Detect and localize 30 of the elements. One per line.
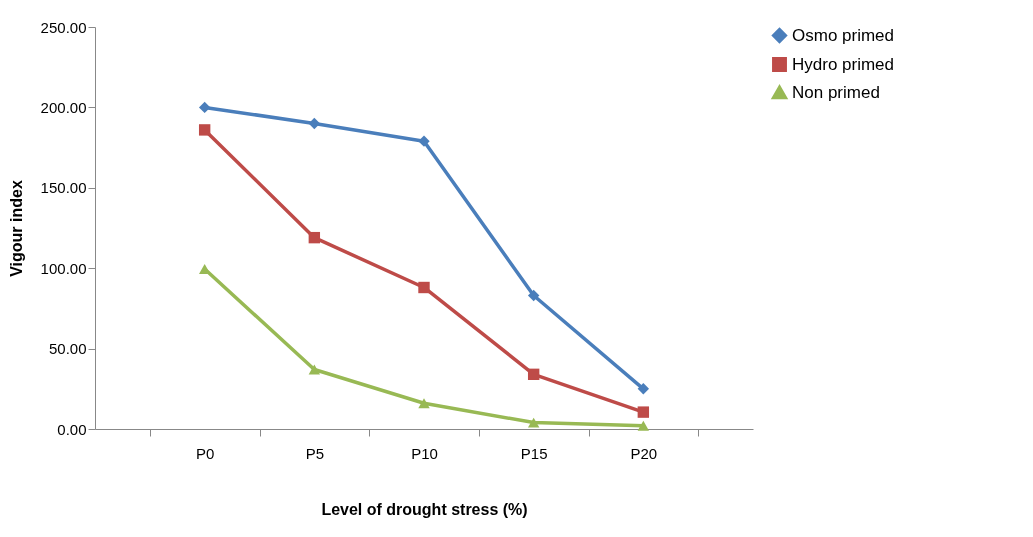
point xyxy=(198,124,211,136)
x-tick-label: P20 xyxy=(630,444,658,462)
y-tick-label: 50.00 xyxy=(48,340,87,358)
point xyxy=(308,231,321,244)
y-tick-label: 200.00 xyxy=(40,98,87,116)
x-axis-title: Level of drought stress (%) xyxy=(321,500,528,518)
legend-label: Osmo primed xyxy=(792,25,895,45)
point xyxy=(418,281,430,294)
x-tick-label: P15 xyxy=(520,444,548,462)
legend-label: Non primed xyxy=(792,82,880,102)
y-tick-label: 250.00 xyxy=(40,18,87,36)
point xyxy=(418,398,430,409)
y-tick-label: 100.00 xyxy=(40,259,87,277)
x-tick-label: P5 xyxy=(305,444,325,462)
point xyxy=(637,420,650,431)
point xyxy=(198,101,211,114)
point xyxy=(637,406,650,418)
point xyxy=(418,135,430,147)
point xyxy=(527,368,540,381)
point xyxy=(308,364,321,375)
y-tick-label: 0.00 xyxy=(57,420,87,438)
point xyxy=(308,117,321,130)
point xyxy=(637,383,650,395)
x-tick-label: P10 xyxy=(411,444,438,462)
y-tick-label: 150.00 xyxy=(40,179,87,197)
y-axis-title: Vigour index xyxy=(7,180,25,277)
point xyxy=(527,289,540,302)
legend-label: Hydro primed xyxy=(792,54,895,74)
point xyxy=(527,417,540,428)
x-tick-label: P0 xyxy=(195,444,215,462)
